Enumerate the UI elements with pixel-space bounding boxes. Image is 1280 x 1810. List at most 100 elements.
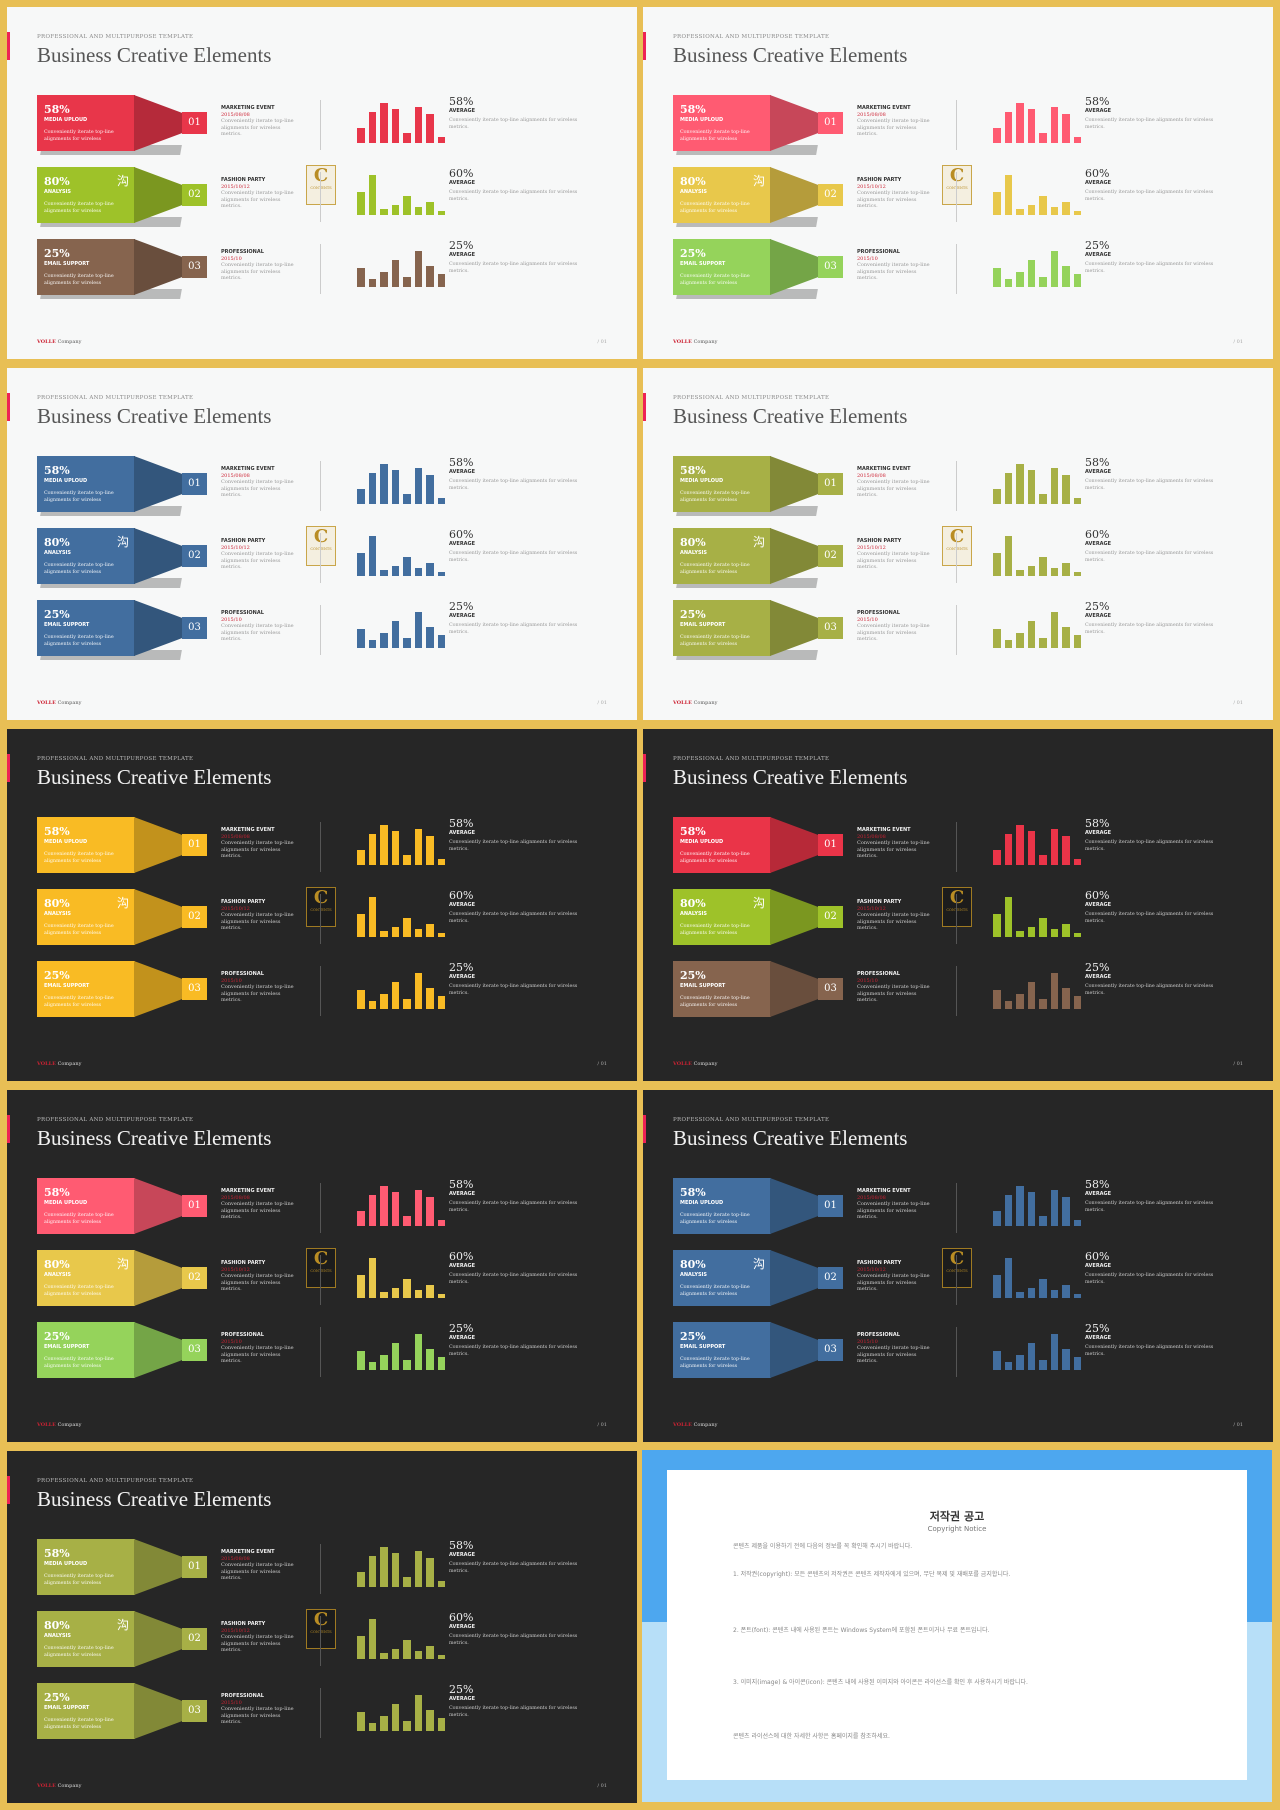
- event-name: MARKETING EVENT: [857, 466, 911, 472]
- chart-bar: [357, 1274, 365, 1298]
- average-label: AVERAGE: [449, 1696, 476, 1702]
- chart-bar: [1039, 1359, 1047, 1370]
- average-label: AVERAGE: [1085, 1191, 1112, 1197]
- average-label: AVERAGE: [449, 541, 476, 547]
- average-label: AVERAGE: [449, 902, 476, 908]
- slide: PROFESSIONAL AND MULTIPURPOSE TEMPLATE Bu…: [7, 368, 637, 720]
- chart-bar: [1004, 175, 1012, 215]
- chart-bar: [1039, 557, 1047, 576]
- average-description: Conveniently iterate top-line alignments…: [449, 262, 578, 274]
- average-block: 25% AVERAGE Conveniently iterate top-line …: [1085, 239, 1215, 275]
- funnel-shape: [770, 1322, 818, 1378]
- stat-description: Conveniently iterate top-line alignments…: [44, 491, 114, 503]
- average-label: AVERAGE: [449, 1191, 476, 1197]
- average-label: AVERAGE: [1085, 252, 1112, 258]
- divider: [320, 461, 321, 511]
- notice-subtitle: Copyright Notice: [927, 1525, 987, 1533]
- slide: PROFESSIONAL AND MULTIPURPOSE TEMPLATE Bu…: [7, 729, 637, 1081]
- event-name: MARKETING EVENT: [221, 827, 275, 833]
- stat-description: Conveniently iterate top-line alignments…: [44, 130, 114, 142]
- row-number-tab: 01: [182, 834, 207, 856]
- divider: [956, 461, 957, 511]
- chart-bar: [391, 981, 399, 1009]
- funnel-shape: [770, 239, 818, 295]
- chart-bar: [414, 567, 422, 576]
- stat-description: Conveniently iterate top-line alignments…: [44, 635, 114, 647]
- row-number-tab: 02: [182, 545, 207, 567]
- average-label: AVERAGE: [1085, 613, 1112, 619]
- stat-description: Conveniently iterate top-line alignments…: [44, 852, 114, 864]
- info-row: 25% EMAIL SUPPORT Conveniently iterate top…: [673, 1322, 1233, 1384]
- funnel-shape: [134, 456, 182, 512]
- slide-kicker: PROFESSIONAL AND MULTIPURPOSE TEMPLATE: [37, 395, 194, 401]
- stat-label: ANALYSIS: [44, 550, 72, 556]
- page-number: / 01: [1233, 1422, 1243, 1428]
- average-percent: 60%: [1085, 167, 1110, 180]
- funnel-shape: [134, 1250, 182, 1306]
- chart-bar: [993, 1211, 1001, 1226]
- chart-bar: [1027, 981, 1035, 1009]
- bar-chart: [357, 1689, 452, 1731]
- chart-bar: [1073, 274, 1081, 287]
- chart-bar: [1050, 612, 1058, 648]
- chart-bar: [403, 1215, 411, 1226]
- brand-name: VOLLE: [37, 339, 56, 345]
- event-date: 2015/10/12: [857, 544, 886, 551]
- slide-kicker: PROFESSIONAL AND MULTIPURPOSE TEMPLATE: [37, 34, 194, 40]
- decorative-icon: 沟: [117, 535, 130, 549]
- event-description: Conveniently iterate top-line alignments…: [221, 840, 294, 859]
- stat-percent: 58%: [680, 464, 706, 477]
- stat-description: Conveniently iterate top-line alignments…: [44, 1285, 114, 1297]
- chart-bar: [391, 1553, 399, 1587]
- chart-bar: [1039, 1279, 1047, 1298]
- stat-percent: 25%: [680, 1330, 706, 1343]
- chart-bar: [380, 272, 388, 287]
- chart-bar: [1073, 1293, 1081, 1298]
- average-description: Conveniently iterate top-line alignments…: [1085, 551, 1214, 563]
- funnel-shape: [134, 1322, 182, 1378]
- chart-bar: [426, 627, 434, 648]
- slide-title: Business Creative Elements: [673, 1126, 908, 1150]
- footer-brand: VOLLE Company: [673, 339, 717, 345]
- stat-description: Conveniently iterate top-line alignments…: [44, 202, 114, 214]
- chart-bar: [1016, 569, 1024, 576]
- funnel-shape: [134, 889, 182, 945]
- average-label: AVERAGE: [1085, 902, 1112, 908]
- chart-bar: [993, 128, 1001, 143]
- chart-bar: [993, 1274, 1001, 1298]
- chart-bar: [1073, 932, 1081, 937]
- event-block: FASHION PARTY 2015/10/12 Conveniently iter…: [857, 1260, 932, 1293]
- slide-kicker: PROFESSIONAL AND MULTIPURPOSE TEMPLATE: [37, 756, 194, 762]
- event-block: PROFESSIONAL 2015/10 Conveniently iterate …: [221, 971, 296, 1004]
- info-row: 80% ANALYSIS Conveniently iterate top-line…: [673, 1250, 1233, 1312]
- chart-bar: [1039, 918, 1047, 937]
- funnel-shape: [134, 1539, 182, 1595]
- event-block: FASHION PARTY 2015/10/12 Conveniently iter…: [857, 538, 932, 571]
- event-description: Conveniently iterate top-line alignments…: [857, 984, 930, 1003]
- slide-title: Business Creative Elements: [37, 765, 272, 789]
- stat-description: Conveniently iterate top-line alignments…: [44, 1646, 114, 1658]
- stat-box: 58% MEDIA UPLOUD Conveniently iterate top-…: [37, 1539, 135, 1595]
- chart-bar: [437, 1654, 445, 1659]
- chart-bar: [1027, 1287, 1035, 1298]
- chart-bar: [1027, 565, 1035, 576]
- chart-bar: [1004, 833, 1012, 865]
- chart-bar: [1016, 272, 1024, 287]
- chart-bar: [993, 191, 1001, 215]
- funnel-shape: [770, 600, 818, 656]
- footer-brand: VOLLE Company: [37, 700, 81, 706]
- page-number: / 01: [1233, 700, 1243, 706]
- accent-mark: [7, 393, 10, 421]
- chart-bar: [380, 1291, 388, 1298]
- slide-kicker: PROFESSIONAL AND MULTIPURPOSE TEMPLATE: [37, 1478, 194, 1484]
- average-percent: 58%: [449, 95, 474, 108]
- info-row: 25% EMAIL SUPPORT Conveniently iterate top…: [673, 961, 1233, 1023]
- stat-box: 58% MEDIA UPLOUD Conveniently iterate top-…: [673, 456, 771, 512]
- event-block: FASHION PARTY 2015/10/12 Conveniently iter…: [221, 177, 296, 210]
- chart-bar: [437, 932, 445, 937]
- average-description: Conveniently iterate top-line alignments…: [449, 1562, 578, 1574]
- chart-bar: [1004, 111, 1012, 143]
- average-block: 58% AVERAGE Conveniently iterate top-line …: [449, 1178, 579, 1214]
- chart-bar: [414, 928, 422, 937]
- chart-bar: [426, 1557, 434, 1587]
